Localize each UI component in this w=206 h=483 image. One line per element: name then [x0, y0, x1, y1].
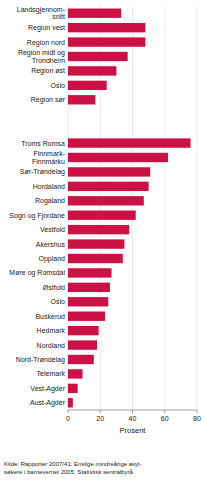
bar — [68, 340, 97, 349]
bar — [68, 52, 128, 61]
tick-mark — [132, 410, 133, 413]
bar — [68, 384, 78, 393]
grid — [68, 6, 197, 410]
bars — [68, 9, 191, 408]
tick-label: 40 — [129, 415, 137, 422]
bar — [68, 254, 123, 263]
bar — [68, 355, 94, 364]
category-label: Oppland — [39, 255, 66, 263]
bar — [68, 225, 129, 234]
chart: Landsgjennom-snitt Region vest Region nord… — [0, 0, 206, 483]
bar — [68, 23, 145, 32]
x-axis-label: Prosent — [120, 426, 147, 435]
category-label: Sogn og Fjordane — [9, 212, 65, 220]
category-label: Hordaland — [33, 183, 65, 190]
bar — [68, 312, 105, 321]
bar — [68, 37, 145, 46]
category-label: Nordland — [37, 342, 66, 349]
category-label: Østfold — [43, 284, 65, 291]
tick-mark — [68, 410, 69, 413]
category-label: Troms Romsa — [21, 140, 65, 147]
category-label: Finnmark-Finnmárku — [32, 150, 66, 165]
category-label: Møre og Romsdal — [9, 269, 65, 277]
bar — [68, 297, 108, 306]
bar — [68, 95, 95, 104]
footnote: Kilde: Rapporter 2007/41: Enslige mindre… — [4, 461, 141, 475]
category-label: Region vest — [28, 24, 65, 32]
bar — [68, 66, 116, 75]
tick-label: 80 — [193, 415, 201, 422]
category-label: Akershus — [36, 241, 66, 248]
bar — [68, 138, 191, 147]
bar — [68, 239, 124, 248]
category-label: Rogaland — [35, 197, 65, 205]
bar — [68, 196, 144, 205]
category-label: Nord-Trøndelag — [16, 356, 65, 364]
bar — [68, 182, 149, 191]
x-axis: 0 20 40 60 80 — [66, 410, 201, 422]
category-label: Region øst — [31, 67, 65, 75]
bar — [68, 81, 107, 90]
category-label: Telemark — [37, 370, 66, 377]
bar — [68, 283, 110, 292]
chart-container: Landsgjennom-snitt Region vest Region nord… — [0, 0, 206, 483]
category-label: Buskerud — [35, 313, 65, 320]
category-label: Vestfold — [40, 226, 65, 233]
bar — [68, 326, 99, 335]
category-label: Region sør — [31, 96, 66, 104]
bar — [68, 369, 83, 378]
tick-mark — [164, 410, 165, 413]
y-tick-labels: Landsgjennom-snitt Region vest Region nord… — [9, 6, 65, 407]
category-label: Sør-Trøndelag — [20, 168, 65, 176]
bar — [68, 167, 150, 176]
bar — [68, 211, 136, 220]
tick-label: 20 — [96, 415, 104, 422]
grid-line — [132, 6, 133, 410]
tick-label: 0 — [66, 415, 70, 422]
category-label: Aust-Agder — [30, 399, 66, 407]
category-label: Oslo — [51, 82, 66, 89]
bar — [68, 398, 73, 407]
grid-line — [164, 6, 165, 410]
category-label: Vest-Agder — [30, 385, 65, 393]
bar — [68, 153, 168, 162]
bar — [68, 268, 112, 277]
category-label: Oslo — [51, 298, 66, 305]
tick-mark — [197, 410, 198, 413]
grid-line — [197, 6, 198, 410]
tick-label: 60 — [161, 415, 169, 422]
category-label: Landsgjennom-snitt — [17, 6, 66, 21]
category-label: Region midt ogTrondheim — [18, 49, 65, 64]
tick-mark — [100, 410, 101, 413]
category-label: Hedmark — [37, 327, 66, 334]
bar — [68, 9, 121, 18]
category-label: Region nord — [27, 39, 65, 47]
